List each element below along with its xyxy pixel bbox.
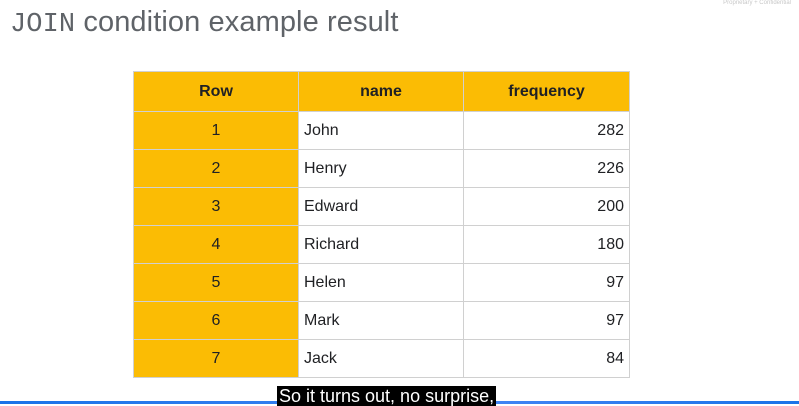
row-number-cell: 5 [133, 263, 299, 302]
frequency-cell: 180 [463, 225, 630, 264]
video-caption: So it turns out, no surprise, [277, 386, 497, 406]
row-number-cell: 7 [133, 339, 299, 378]
row-number-cell: 6 [133, 301, 299, 340]
row-number-cell: 4 [133, 225, 299, 264]
table-row: 2 Henry 226 [133, 149, 630, 188]
row-number-cell: 2 [133, 149, 299, 188]
name-cell: Mark [298, 301, 464, 340]
table-row: 5 Helen 97 [133, 263, 630, 302]
frequency-cell: 97 [463, 301, 630, 340]
name-cell: John [298, 111, 464, 150]
slide-title-text: condition example result [75, 6, 399, 38]
table-row: 3 Edward 200 [133, 187, 630, 226]
row-number-cell: 3 [133, 187, 299, 226]
table-row: 7 Jack 84 [133, 339, 630, 378]
name-cell: Richard [298, 225, 464, 264]
name-cell: Henry [298, 149, 464, 188]
row-number-cell: 1 [133, 111, 299, 150]
frequency-cell: 84 [463, 339, 630, 378]
result-table: Row name frequency 1 John 282 2 Henry 22… [133, 71, 630, 378]
table-header-row: Row name frequency [133, 71, 630, 112]
frequency-cell: 200 [463, 187, 630, 226]
header-name: name [298, 71, 464, 112]
table-row: 4 Richard 180 [133, 225, 630, 264]
header-frequency: frequency [463, 71, 630, 112]
name-cell: Jack [298, 339, 464, 378]
confidential-label: Proprietary + Confidential [723, 0, 791, 6]
name-cell: Edward [298, 187, 464, 226]
table-row: 6 Mark 97 [133, 301, 630, 340]
slide-title: JOIN condition example result [10, 6, 399, 40]
frequency-cell: 282 [463, 111, 630, 150]
frequency-cell: 226 [463, 149, 630, 188]
table-row: 1 John 282 [133, 111, 630, 150]
frequency-cell: 97 [463, 263, 630, 302]
name-cell: Helen [298, 263, 464, 302]
slide-title-code: JOIN [10, 10, 76, 40]
header-row: Row [133, 71, 299, 112]
